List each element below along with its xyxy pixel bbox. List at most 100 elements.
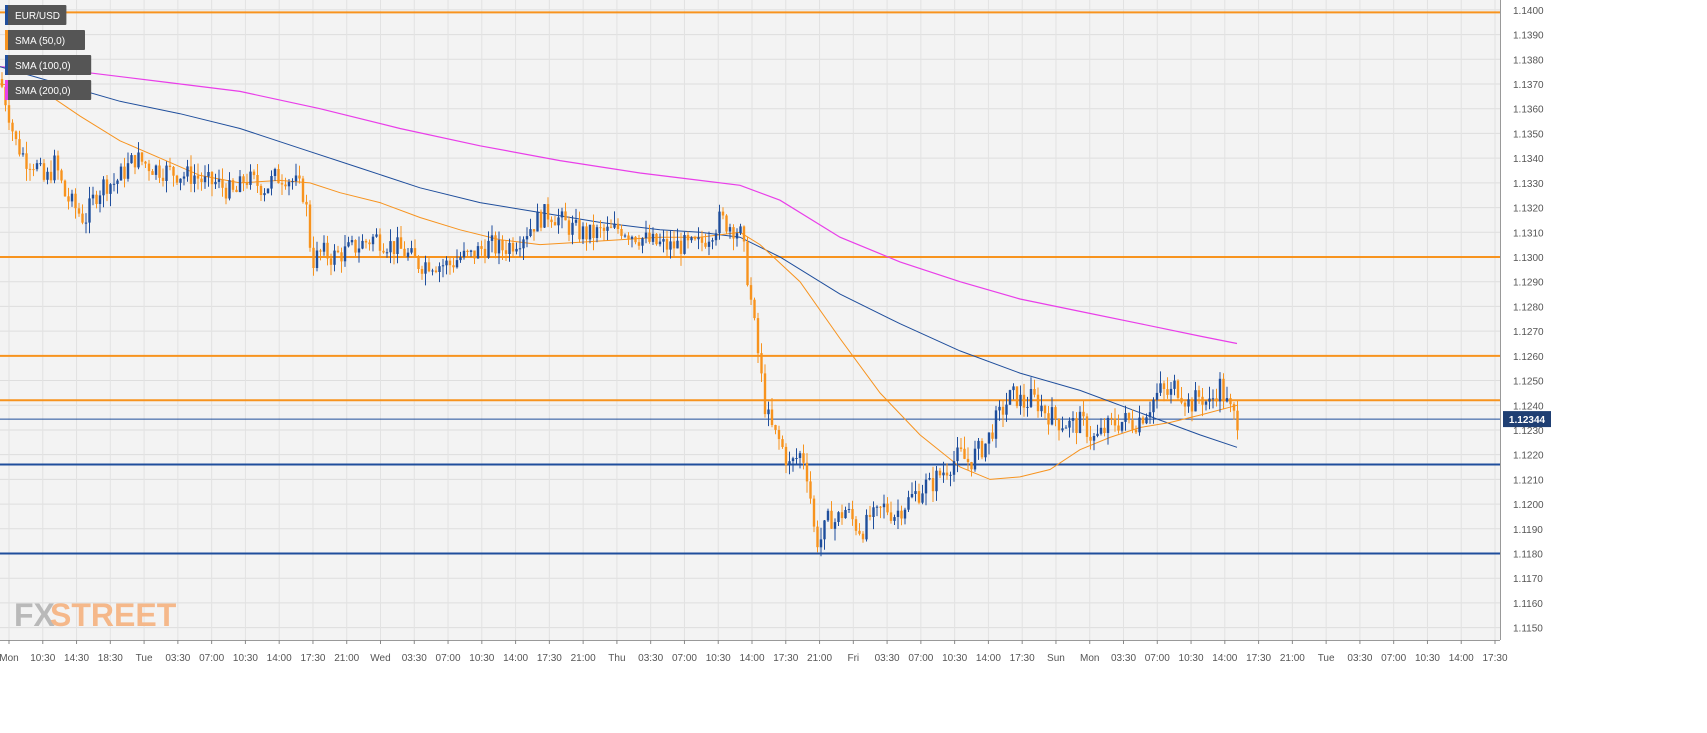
candle-body <box>518 248 522 250</box>
legend-item[interactable]: SMA (200,0) <box>5 80 92 100</box>
x-tick-label: 17:30 <box>1246 653 1271 664</box>
candle-body <box>406 252 410 258</box>
y-tick-label: 1.1190 <box>1513 525 1543 536</box>
candle-body <box>1092 436 1096 441</box>
candle-body <box>756 318 760 354</box>
y-tick-label: 1.1350 <box>1513 129 1544 140</box>
candle-body <box>147 163 151 172</box>
candle-body <box>494 235 497 254</box>
candle-body <box>539 211 543 228</box>
candle-body <box>60 170 63 181</box>
y-tick-label: 1.1230 <box>1513 426 1544 437</box>
candle-body <box>1229 398 1232 405</box>
x-tick-label: 03:30 <box>402 653 427 664</box>
candle-body <box>725 215 728 232</box>
candle-body <box>74 193 77 209</box>
candle-body <box>200 178 203 183</box>
candle-body <box>151 171 154 175</box>
x-tick-label: 03:30 <box>1347 653 1372 664</box>
y-tick-label: 1.1400 <box>1513 6 1544 17</box>
candle-body <box>847 509 851 510</box>
candle-body <box>11 122 14 132</box>
candle-body <box>329 258 333 265</box>
legend-item[interactable]: SMA (100,0) <box>5 55 92 75</box>
candle-body <box>490 235 494 241</box>
candle-body <box>228 180 231 199</box>
legend-item-bg <box>5 55 92 75</box>
candle-body <box>1029 389 1033 407</box>
candle-body <box>21 153 25 155</box>
candle-body <box>791 458 795 462</box>
x-tick-label: Fri <box>847 653 859 664</box>
y-tick-label: 1.1380 <box>1513 55 1544 66</box>
candle-body <box>168 165 172 167</box>
candle-body <box>826 510 830 521</box>
candle-body <box>487 240 490 258</box>
y-tick-label: 1.1150 <box>1513 624 1543 635</box>
legend-item[interactable]: EUR/USD <box>5 5 67 25</box>
candle-body <box>1134 429 1138 433</box>
legend-item[interactable]: SMA (50,0) <box>5 30 85 50</box>
x-tick-label: 14:00 <box>739 653 764 664</box>
candle-body <box>924 479 928 494</box>
legend: EUR/USD SMA (50,0) SMA (100,0) SMA (200,0) <box>5 5 92 100</box>
candle-body <box>1208 398 1211 402</box>
y-tick-label: 1.1270 <box>1513 327 1544 338</box>
candle-body <box>763 373 767 415</box>
candle-body <box>896 510 900 517</box>
candle-body <box>907 497 910 510</box>
candle-body <box>277 169 280 184</box>
candle-body <box>203 176 207 183</box>
candle-body <box>350 240 354 243</box>
candle-body <box>1169 388 1173 395</box>
x-tick-label: 14:00 <box>1212 653 1237 664</box>
candle-body <box>959 447 963 449</box>
candle-body <box>697 237 700 240</box>
candle-body <box>91 194 95 199</box>
candle-body <box>970 462 973 470</box>
candle-body <box>546 204 550 220</box>
candle-body <box>630 236 634 239</box>
candle-body <box>1176 380 1180 398</box>
x-tick-label: 17:30 <box>773 653 798 664</box>
candle-body <box>973 448 977 470</box>
y-tick-label: 1.1240 <box>1513 401 1544 412</box>
candle-body <box>319 250 322 252</box>
y-tick-label: 1.1370 <box>1513 80 1544 91</box>
candle-body <box>508 242 511 254</box>
candle-body <box>1089 436 1092 441</box>
candle-body <box>242 176 245 183</box>
candle-body <box>46 171 49 180</box>
candle-body <box>767 409 770 415</box>
candle-body <box>543 204 546 228</box>
candle-body <box>1054 407 1057 419</box>
candle-body <box>333 250 336 265</box>
x-tick-label: 14:00 <box>1449 653 1474 664</box>
candle-body <box>1005 404 1008 415</box>
candle-body <box>1026 406 1029 408</box>
candle-body <box>427 262 431 272</box>
y-tick-label: 1.1250 <box>1513 377 1544 388</box>
candle-body <box>1131 420 1134 430</box>
candle-body <box>707 241 711 247</box>
plot-background <box>0 0 1500 640</box>
x-tick-label: 07:00 <box>672 653 697 664</box>
fxstreet-logo: FX STREET <box>14 597 177 633</box>
candle-body <box>837 512 840 522</box>
candle-body <box>700 237 704 243</box>
candle-body <box>693 237 697 240</box>
candle-body <box>595 227 599 238</box>
candle-body <box>438 266 441 272</box>
candle-body <box>375 234 378 237</box>
candle-body <box>952 461 956 475</box>
candle-body <box>287 181 291 187</box>
candle-body <box>574 219 578 223</box>
candle-body <box>1057 418 1061 431</box>
candle-body <box>830 510 833 529</box>
candle-body <box>886 503 889 513</box>
candle-body <box>991 432 994 439</box>
candle-body <box>714 233 718 241</box>
sma-200-line <box>0 66 1238 345</box>
